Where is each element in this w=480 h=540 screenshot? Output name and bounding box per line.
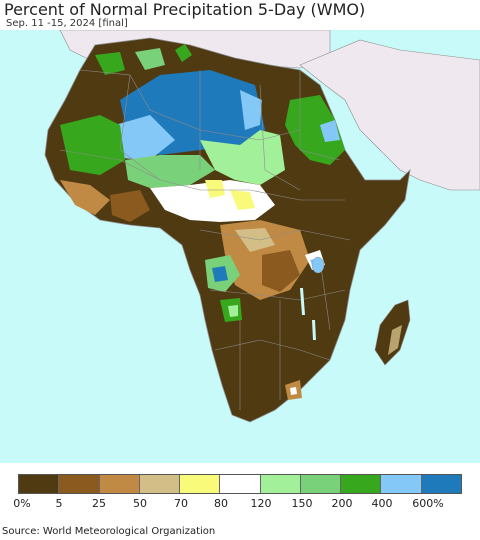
legend-swatch [99,475,140,493]
legend-swatch [421,475,461,493]
legend-tick: 70 [174,497,188,510]
legend-tick: 200 [331,497,353,510]
map-title: Percent of Normal Precipitation 5-Day (W… [4,0,366,19]
legend-swatch [260,475,301,493]
legend-tick: 80 [214,497,228,510]
legend-tick: 600% [412,497,444,510]
legend-tick: 5 [55,497,63,510]
middle-east-landmass [299,39,480,191]
legend-swatch [220,475,261,493]
source-credit: Source: World Meteorological Organizatio… [2,526,216,537]
legend-swatch [139,475,181,493]
legend-tick: 50 [133,497,147,510]
legend-swatch [381,475,422,493]
map-subtitle: Sep. 11 -15, 2024 [final] [6,18,128,29]
legend-tick: 120 [250,497,272,510]
color-legend [18,474,462,494]
legend-tick-labels: 0% 5 25 50 70 80 120 150 200 400 600% [0,497,480,511]
legend-tick: 150 [291,497,313,510]
legend-swatch [341,475,382,493]
legend-tick: 25 [92,497,106,510]
legend-swatch [300,475,342,493]
precipitation-map [0,30,480,463]
legend-swatch [19,475,60,493]
legend-swatch [180,475,221,493]
legend-tick: 0% [13,497,31,510]
legend-tick: 400 [371,497,393,510]
legend-swatch [59,475,100,493]
